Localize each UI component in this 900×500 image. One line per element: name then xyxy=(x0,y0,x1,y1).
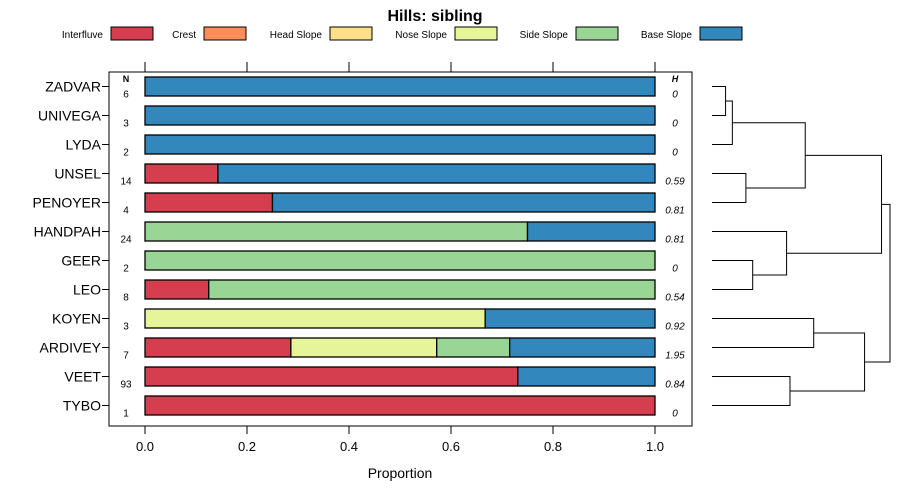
legend-label: Crest xyxy=(172,30,196,41)
row-h: 0.59 xyxy=(665,177,685,188)
bar-segment-interfluve xyxy=(144,395,656,416)
dendrogram-link xyxy=(712,318,815,348)
dendrogram-link xyxy=(712,86,727,116)
legend-swatch xyxy=(699,26,743,41)
row-h: 0.92 xyxy=(665,322,685,333)
x-axis-label: Proportion xyxy=(368,465,433,481)
row-h: 0 xyxy=(672,119,678,130)
chart-title: Hills: sibling xyxy=(387,8,482,25)
row-label: KOYEN xyxy=(52,311,101,327)
row-h: 0.84 xyxy=(665,380,685,391)
legend-swatch xyxy=(575,26,619,41)
row-n: 2 xyxy=(123,148,129,159)
row-n: 6 xyxy=(123,90,129,101)
bar-segment-base-slope xyxy=(217,163,656,184)
row-n: 2 xyxy=(123,264,129,275)
row-h: 0.81 xyxy=(665,235,684,246)
dendrogram-link xyxy=(732,122,806,189)
row-label: LYDA xyxy=(65,137,101,153)
x-tick-label: 0.8 xyxy=(544,439,562,454)
row-h: 0 xyxy=(672,90,678,101)
legend-swatch xyxy=(329,26,373,41)
row-label: PENOYER xyxy=(33,195,101,211)
row-n: 93 xyxy=(120,380,132,391)
dendrogram-link xyxy=(712,231,788,276)
row-label: HANDPAH xyxy=(34,224,101,240)
row-h: 0.81 xyxy=(665,206,684,217)
row-n: 8 xyxy=(123,293,129,304)
legend-label: Head Slope xyxy=(270,30,323,41)
row-h: 0 xyxy=(672,409,678,420)
x-tick-label: 0.6 xyxy=(442,439,460,454)
bar-segment-base-slope xyxy=(508,337,656,358)
bar-segment-base-slope xyxy=(144,134,656,155)
dendrogram-link xyxy=(712,376,791,406)
bar-segment-side-slope xyxy=(208,279,656,300)
row-h: 0.54 xyxy=(665,293,685,304)
row-label: UNIVEGA xyxy=(38,108,102,124)
row-n: 24 xyxy=(120,235,132,246)
legend-label: Interfluve xyxy=(62,30,104,41)
n-header: N xyxy=(123,74,130,84)
bar-segment-side-slope xyxy=(436,337,511,358)
row-label: TYBO xyxy=(63,398,101,414)
bar-segment-interfluve xyxy=(144,163,219,184)
dendrogram-link xyxy=(712,173,747,203)
bar-segment-base-slope xyxy=(271,192,656,213)
bar-segment-base-slope xyxy=(144,105,656,126)
bar-segment-side-slope xyxy=(144,221,529,242)
h-header: H xyxy=(672,74,679,84)
legend: Interfluve Crest Head Slope Nose Slope Side … xyxy=(62,26,743,41)
bar-segment-base-slope xyxy=(484,308,656,329)
legend-swatch xyxy=(203,26,247,41)
bar-segment-base-slope xyxy=(144,76,656,97)
bar-segment-side-slope xyxy=(144,250,656,271)
plot-frame xyxy=(108,71,693,427)
row-label: LEO xyxy=(73,282,101,298)
dendrogram-link xyxy=(786,154,883,254)
x-tick-label: 0.4 xyxy=(340,439,358,454)
row-n: 3 xyxy=(123,119,129,130)
top-ticks xyxy=(144,62,656,72)
row-n: 14 xyxy=(120,177,132,188)
x-tick-label: 1.0 xyxy=(646,439,664,454)
legend-swatch xyxy=(110,26,154,41)
row-n: 3 xyxy=(123,322,129,333)
row-h: 0 xyxy=(672,148,678,159)
row-n: 1 xyxy=(123,409,129,420)
dendrogram-link xyxy=(712,100,733,145)
row-label: GEER xyxy=(61,253,101,269)
dendrogram-link xyxy=(864,203,891,363)
row-label: VEET xyxy=(64,369,101,385)
legend-swatch xyxy=(454,26,498,41)
dendrogram-link xyxy=(789,332,866,392)
legend-label: Side Slope xyxy=(520,30,569,41)
x-axis: 0.0 0.2 0.4 0.6 0.8 1.0 xyxy=(136,426,664,454)
x-tick-label: 0.0 xyxy=(136,439,154,454)
row-h: 1.95 xyxy=(665,351,685,362)
legend-label: Nose Slope xyxy=(395,30,447,41)
bar-segment-base-slope xyxy=(526,221,656,242)
bar-segment-interfluve xyxy=(144,279,210,300)
row-label: ARDIVEY xyxy=(40,340,102,356)
row-n: 4 xyxy=(123,206,129,217)
dendrogram-link xyxy=(712,260,754,290)
bar-segment-base-slope xyxy=(517,366,656,387)
row-h: 0 xyxy=(672,264,678,275)
bar-segment-interfluve xyxy=(144,337,292,358)
bar-segment-interfluve xyxy=(144,192,274,213)
bar-segment-nose-slope xyxy=(290,337,438,358)
bar-segment-nose-slope xyxy=(144,308,486,329)
row-label: UNSEL xyxy=(54,166,101,182)
x-tick-label: 0.2 xyxy=(238,439,256,454)
dendrogram xyxy=(712,86,891,406)
legend-label: Base Slope xyxy=(641,30,693,41)
bar-segment-interfluve xyxy=(144,366,519,387)
row-label: ZADVAR xyxy=(45,79,101,95)
row-n: 7 xyxy=(123,351,129,362)
